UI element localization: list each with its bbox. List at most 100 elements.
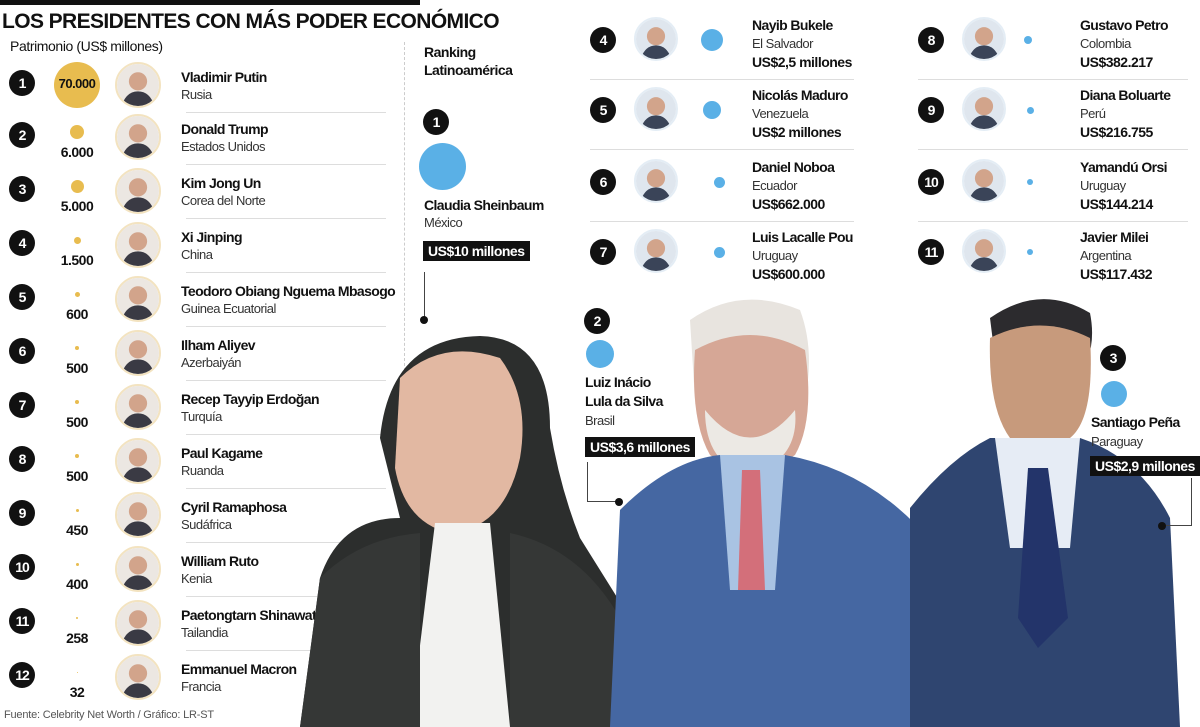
wealth-bubble <box>54 62 100 108</box>
person-country: Ruanda <box>181 463 224 478</box>
wealth-value: US$600.000 <box>752 266 825 282</box>
latam-bubble-3 <box>1101 381 1127 407</box>
person-name: Gustavo Petro <box>1080 17 1168 33</box>
avatar <box>115 438 161 484</box>
person-country: Perú <box>1080 106 1106 121</box>
wealth-value: 500 <box>66 360 88 376</box>
portrait-icon <box>117 548 159 590</box>
world-row: 3 5.000 Kim Jong Un Corea del Norte <box>0 164 400 219</box>
wealth-bubble <box>75 400 79 404</box>
wealth-value: 70.000 <box>58 76 96 91</box>
person-name: Diana Boluarte <box>1080 87 1171 103</box>
latam-rank-badge-3: 3 <box>1100 345 1126 371</box>
portrait-icon <box>117 116 159 158</box>
rank-badge: 5 <box>590 97 616 123</box>
person-name: Xi Jinping <box>181 229 242 245</box>
rank-badge: 4 <box>590 27 616 53</box>
latam-row: 7 Luis Lacalle Pou Uruguay US$600.000 <box>582 222 854 292</box>
latam-value-1: US$10 millones <box>423 241 530 261</box>
person-name: Recep Tayyip Erdoğan <box>181 391 320 407</box>
wealth-bubble <box>75 508 79 512</box>
leader-dot-3 <box>1158 522 1166 530</box>
person-name: Emmanuel Macron <box>181 661 297 677</box>
latam-rank-badge-1: 1 <box>423 109 449 135</box>
rank-badge: 12 <box>9 662 35 688</box>
photo-claudia-sheinbaum <box>300 336 640 727</box>
wealth-bubble <box>70 179 84 193</box>
wealth-bubble <box>713 176 725 188</box>
person-country: Estados Unidos <box>181 139 266 154</box>
avatar <box>115 168 161 214</box>
world-row: 10 400 William Ruto Kenia <box>0 542 400 597</box>
wealth-value: 500 <box>66 468 88 484</box>
portrait-icon <box>117 224 159 266</box>
person-country: Colombia <box>1080 36 1131 51</box>
rank-badge: 3 <box>9 176 35 202</box>
row-separator <box>186 272 386 273</box>
person-name: William Ruto <box>181 553 259 569</box>
person-name: Yamandú Orsi <box>1080 159 1168 175</box>
person-country: Argentina <box>1080 248 1132 263</box>
wealth-value: 6.000 <box>60 144 94 160</box>
avatar <box>115 546 161 592</box>
wealth-bubble <box>1027 249 1033 255</box>
rank-badge: 6 <box>590 169 616 195</box>
person-country: Turquía <box>181 409 222 424</box>
person-name: Luis Lacalle Pou <box>752 229 853 245</box>
row-separator <box>186 434 386 435</box>
avatar <box>115 222 161 268</box>
person-country: China <box>181 247 213 262</box>
wealth-bubble <box>73 236 81 244</box>
wealth-value: 258 <box>66 630 88 646</box>
portrait-icon <box>117 656 159 698</box>
world-row: 1 70.000 Vladimir Putin Rusia <box>0 58 400 113</box>
portrait-icon <box>117 494 159 536</box>
person-country: Venezuela <box>752 106 809 121</box>
row-separator <box>918 149 1188 150</box>
row-separator <box>186 596 386 597</box>
world-row: 5 600 Teodoro Obiang Nguema Mbasogo Guin… <box>0 272 400 327</box>
latam-row: 4 Nayib Bukele El Salvador US$2,5 millon… <box>582 10 854 80</box>
latam-name-2b: Lula da Silva <box>585 393 663 409</box>
latam-country-2: Brasil <box>585 413 615 428</box>
wealth-value: 400 <box>66 576 88 592</box>
person-name: Nayib Bukele <box>752 17 833 33</box>
row-separator <box>590 221 854 222</box>
person-name: Kim Jong Un <box>181 175 261 191</box>
wealth-value: US$2 millones <box>752 124 842 140</box>
world-row: 6 500 Ilham Aliyev Azerbaiyán <box>0 326 400 381</box>
rank-badge: 6 <box>9 338 35 364</box>
avatar <box>962 87 1006 131</box>
latam-country-3: Paraguay <box>1091 434 1143 449</box>
world-row: 8 500 Paul Kagame Ruanda <box>0 434 400 489</box>
world-row: 12 32 Emmanuel Macron Francia <box>0 650 400 704</box>
wealth-value: 450 <box>66 522 88 538</box>
wealth-value: 1.500 <box>60 252 94 268</box>
row-separator <box>186 488 386 489</box>
wealth-value: US$117.432 <box>1080 266 1153 282</box>
person-name: Donald Trump <box>181 121 269 137</box>
top-rule <box>0 0 420 5</box>
wealth-bubble <box>703 101 721 119</box>
latam-heading: Ranking Latinoamérica <box>424 43 513 79</box>
wealth-bubble <box>1027 179 1033 185</box>
latam-heading-line1: Ranking <box>424 44 476 60</box>
avatar <box>115 62 161 108</box>
rank-badge: 8 <box>9 446 35 472</box>
avatar <box>115 384 161 430</box>
page-title: LOS PRESIDENTES CON MÁS PODER ECONÓMICO <box>2 10 500 33</box>
latam-row: 10 Yamandú Orsi Uruguay US$144.214 <box>910 152 1188 222</box>
rank-badge: 9 <box>918 97 944 123</box>
row-separator <box>186 326 386 327</box>
portrait-icon <box>964 89 1004 129</box>
person-country: Uruguay <box>1080 178 1126 193</box>
avatar <box>115 600 161 646</box>
person-name: Cyril Ramaphosa <box>181 499 287 515</box>
avatar <box>634 159 678 203</box>
wealth-bubble <box>75 562 79 566</box>
person-name: Nicolás Maduro <box>752 87 848 103</box>
row-separator <box>918 79 1188 80</box>
person-country: Sudáfrica <box>181 517 232 532</box>
rank-badge: 5 <box>9 284 35 310</box>
person-country: El Salvador <box>752 36 813 51</box>
